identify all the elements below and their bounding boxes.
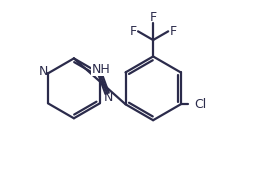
Text: NH: NH [91, 63, 110, 76]
Text: Cl: Cl [194, 98, 207, 111]
Text: N: N [104, 91, 113, 104]
Text: N: N [39, 65, 48, 78]
Text: F: F [150, 11, 157, 24]
Text: F: F [169, 25, 177, 38]
Text: F: F [130, 25, 137, 38]
